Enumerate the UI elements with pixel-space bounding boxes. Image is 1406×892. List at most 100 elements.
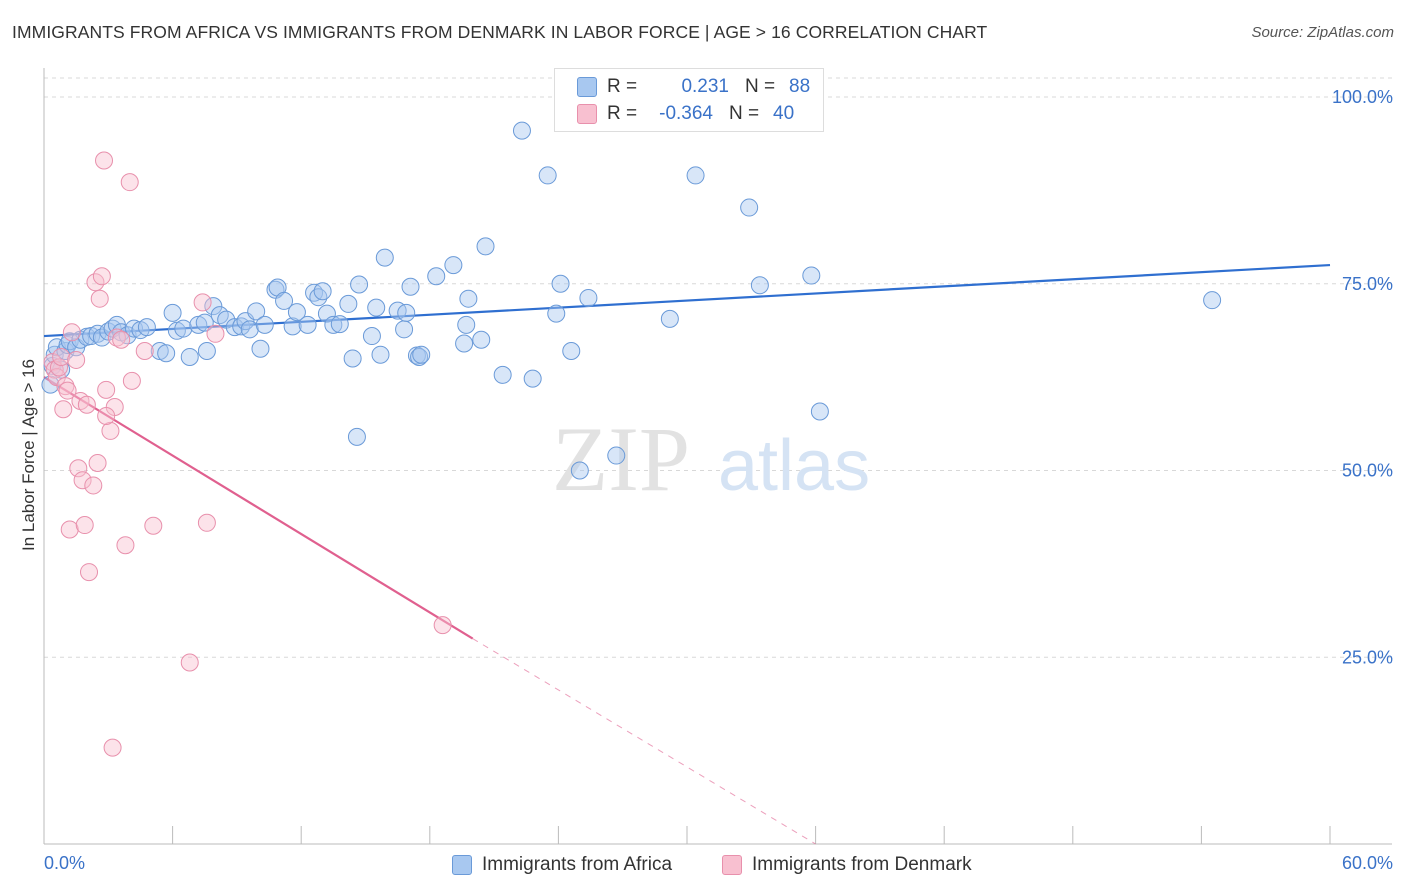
r-label: R =: [607, 103, 638, 124]
africa-point: [427, 267, 446, 286]
source-label: Source: ZipAtlas.com: [1251, 24, 1394, 41]
watermark-atlas: atlas: [718, 426, 870, 506]
r-value: 0.231: [681, 76, 729, 97]
africa-point: [330, 315, 349, 334]
x-tick-label: 60.0%: [1342, 853, 1393, 873]
africa-point: [41, 375, 60, 394]
africa-point: [397, 303, 416, 322]
denmark-point: [60, 520, 79, 539]
africa-point: [607, 446, 626, 465]
africa-point: [562, 341, 581, 360]
chart-title: IMMIGRANTS FROM AFRICA VS IMMIGRANTS FRO…: [12, 22, 988, 42]
y-axis-label: In Labor Force | Age > 16: [19, 359, 38, 551]
africa-point: [251, 339, 270, 358]
denmark-point: [54, 400, 73, 419]
africa-point: [412, 345, 431, 364]
africa-point: [137, 318, 156, 337]
tick-labels: 100.0% 75.0% 50.0% 25.0% 0.0% 60.0%: [44, 87, 1393, 873]
africa-point: [547, 304, 566, 323]
africa-point: [375, 248, 394, 267]
africa-point: [157, 344, 176, 363]
denmark-point: [62, 323, 81, 342]
denmark-point: [80, 563, 99, 582]
africa-point: [225, 318, 244, 337]
n-label: N =: [745, 76, 776, 97]
denmark-point: [197, 513, 216, 532]
denmark-point: [116, 536, 135, 555]
denmark-trend-extension: [472, 638, 816, 845]
y-tick-label: 75.0%: [1342, 274, 1393, 294]
africa-point: [802, 266, 821, 285]
africa-point: [459, 289, 478, 308]
r-value: -0.364: [659, 103, 713, 124]
africa-point: [163, 303, 182, 322]
africa-point: [125, 319, 144, 338]
africa-point: [455, 334, 474, 353]
africa-point: [476, 237, 495, 256]
denmark-point: [101, 421, 120, 440]
y-tick-label: 25.0%: [1342, 647, 1393, 667]
africa-point: [444, 256, 463, 275]
africa-point: [197, 341, 216, 360]
africa-point: [579, 288, 598, 307]
denmark-legend-swatch: [722, 855, 742, 875]
legend-row-denmark: R = -0.364 N = 40: [577, 101, 794, 127]
africa-point: [740, 198, 759, 217]
denmark-point: [92, 267, 111, 286]
africa-point: [247, 302, 266, 321]
africa-point: [493, 365, 512, 384]
africa-point: [538, 166, 557, 185]
denmark-point: [88, 454, 107, 473]
denmark-point: [67, 350, 86, 369]
africa-point: [367, 298, 386, 317]
africa-point: [350, 275, 369, 294]
watermark-zip: ZIP: [552, 408, 690, 510]
africa-point: [298, 315, 317, 334]
africa-point: [523, 369, 542, 388]
africa-point: [210, 306, 229, 325]
n-label: N =: [729, 103, 760, 124]
stats-legend: R = 0.231 N = 88 R = -0.364 N = 40: [554, 68, 824, 132]
africa-point: [660, 309, 679, 328]
africa-swatch: [577, 77, 597, 97]
r-label: R =: [607, 76, 638, 97]
denmark-point: [180, 653, 199, 672]
denmark-point: [69, 459, 88, 478]
legend-row-africa: R = 0.231 N = 88: [577, 74, 810, 100]
africa-point: [313, 282, 332, 301]
legend-label-denmark: Immigrants from Denmark: [752, 854, 972, 875]
watermark: ZIP atlas: [552, 408, 870, 510]
africa-point: [317, 304, 336, 323]
africa-point: [410, 347, 429, 366]
data-points: [41, 121, 1222, 757]
africa-point: [750, 276, 769, 295]
denmark-point: [84, 476, 103, 495]
denmark-point: [135, 341, 154, 360]
denmark-point: [73, 471, 92, 490]
africa-point: [204, 297, 223, 316]
denmark-point: [58, 381, 77, 400]
africa-point: [457, 315, 476, 334]
africa-point: [362, 327, 381, 346]
denmark-swatch: [577, 104, 597, 124]
africa-point: [686, 166, 705, 185]
trend-lines: [43, 263, 1331, 845]
africa-point: [371, 345, 390, 364]
grid-lines: [44, 77, 1392, 658]
axes: [43, 68, 1392, 845]
africa-legend-swatch: [452, 855, 472, 875]
africa-point: [180, 347, 199, 366]
africa-point: [339, 294, 358, 313]
legend-item-africa: Immigrants from Africa: [452, 852, 672, 878]
denmark-point: [97, 406, 116, 425]
africa-point: [395, 320, 414, 339]
n-value: 88: [789, 76, 811, 97]
africa-point: [472, 330, 491, 349]
denmark-point: [193, 293, 212, 312]
denmark-point: [97, 380, 116, 399]
africa-point: [255, 315, 274, 334]
africa-point: [810, 402, 829, 421]
africa-point: [174, 319, 193, 338]
africa-point: [1203, 291, 1222, 310]
